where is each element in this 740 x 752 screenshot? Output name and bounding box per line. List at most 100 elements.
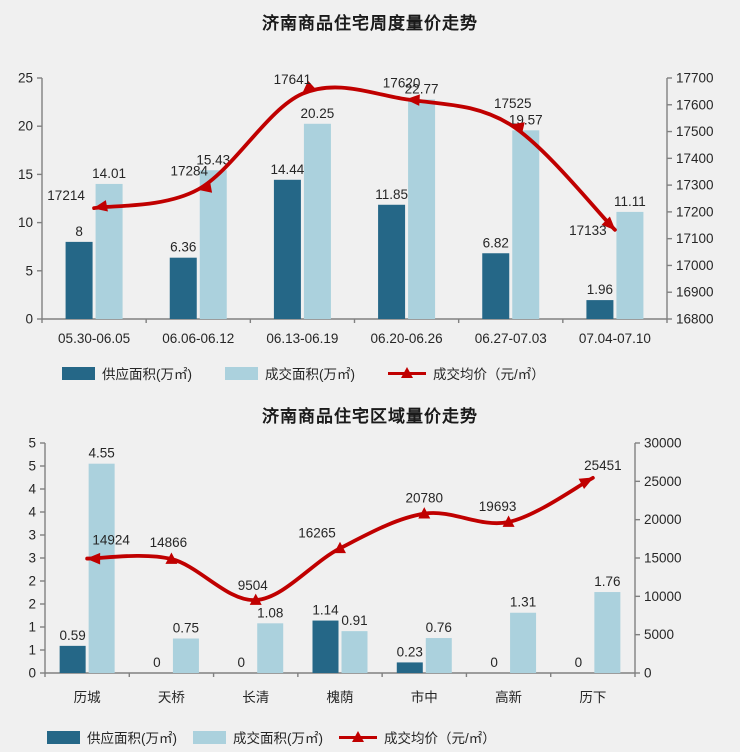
- transaction-swatch-icon: [225, 366, 258, 380]
- svg-text:0: 0: [575, 655, 583, 670]
- axes-group: [37, 77, 672, 323]
- legend-supply-label: 供应面积(万㎡): [87, 731, 177, 746]
- svg-text:30000: 30000: [644, 436, 682, 451]
- weekly-chart-legend: 供应面积(万㎡) 成交面积(万㎡) 成交均价（元/㎡）: [62, 363, 545, 383]
- svg-text:1.96: 1.96: [587, 282, 613, 297]
- svg-text:11.11: 11.11: [614, 194, 646, 209]
- transaction-swatch-icon: [193, 730, 226, 744]
- svg-text:17400: 17400: [676, 151, 714, 166]
- svg-text:06.06-06.12: 06.06-06.12: [162, 331, 234, 346]
- svg-text:0: 0: [153, 655, 161, 670]
- svg-text:10000: 10000: [644, 589, 682, 604]
- svg-text:市中: 市中: [411, 689, 438, 705]
- svg-text:06.27-07.03: 06.27-07.03: [475, 331, 547, 346]
- svg-text:16900: 16900: [676, 285, 714, 300]
- legend-item-price: 成交均价（元/㎡）: [339, 727, 496, 747]
- svg-text:历城: 历城: [74, 690, 101, 705]
- svg-text:25: 25: [18, 71, 33, 86]
- svg-text:17000: 17000: [676, 258, 714, 273]
- weekly-chart-group: 0 5 10 15 20 25 16800 16900 17000 17100 17200 17300…: [18, 71, 714, 347]
- svg-text:15.43: 15.43: [196, 152, 230, 167]
- price-line-swatch-icon: [339, 730, 377, 745]
- legend-price-label: 成交均价（元/㎡）: [384, 731, 496, 746]
- svg-text:14.44: 14.44: [271, 162, 305, 177]
- svg-text:0: 0: [644, 666, 652, 681]
- svg-text:3: 3: [28, 551, 36, 566]
- price-line-swatch-icon: [388, 366, 426, 381]
- svg-text:06.13-06.19: 06.13-06.19: [266, 331, 338, 346]
- legend-item-supply: 供应面积(万㎡): [47, 727, 177, 747]
- legend-item-price: 成交均价（元/㎡）: [388, 363, 545, 383]
- bar-value-labels: 8 14.01 6.36 15.43 14.44 20.25 11.85 22.77 6.82 1…: [75, 81, 645, 297]
- weekly-chart-title: 济南商品住宅周度量价走势: [262, 14, 478, 33]
- svg-text:0.23: 0.23: [397, 644, 423, 659]
- district-chart-title: 济南商品住宅区域量价走势: [262, 407, 478, 426]
- svg-text:0: 0: [25, 312, 33, 327]
- svg-text:17133: 17133: [569, 223, 607, 238]
- category-labels: 05.30-06.05 06.06-06.12 06.13-06.19 06.20-0…: [58, 331, 651, 346]
- bars-group: [59, 463, 621, 673]
- svg-text:16800: 16800: [676, 312, 714, 327]
- svg-text:1.76: 1.76: [594, 574, 620, 589]
- svg-text:2: 2: [28, 597, 36, 612]
- svg-text:0.59: 0.59: [60, 628, 86, 643]
- svg-text:15: 15: [18, 167, 33, 182]
- svg-text:高新: 高新: [495, 689, 522, 705]
- svg-text:0: 0: [28, 666, 36, 681]
- svg-text:5000: 5000: [644, 627, 674, 642]
- svg-text:25451: 25451: [584, 458, 622, 473]
- svg-text:2: 2: [28, 574, 36, 589]
- svg-text:17300: 17300: [676, 178, 714, 193]
- svg-text:0: 0: [237, 655, 245, 670]
- svg-text:0.75: 0.75: [173, 621, 199, 636]
- price-value-labels: 14924 14866 9504 16265 20780 19693 25451: [92, 458, 621, 593]
- svg-text:0.76: 0.76: [426, 620, 452, 635]
- svg-text:05.30-06.05: 05.30-06.05: [58, 331, 130, 346]
- legend-item-transaction: 成交面积(万㎡): [193, 727, 323, 747]
- bar-value-labels: 0.59 4.55 0 0.75 0 1.08 1.140.91 0.230.76 0 1.31 0…: [60, 446, 621, 670]
- svg-text:17500: 17500: [676, 124, 714, 139]
- supply-swatch-icon: [47, 730, 80, 744]
- svg-text:10: 10: [18, 215, 33, 230]
- svg-text:6.36: 6.36: [170, 240, 196, 255]
- svg-text:0.91: 0.91: [341, 613, 367, 628]
- svg-text:8: 8: [75, 224, 83, 239]
- svg-text:07.04-07.10: 07.04-07.10: [579, 331, 651, 346]
- axis-tick-labels: 0 1 1 2 2 3 3 4 4 5 5 0 5000 10000 15000 20000 25000 3000…: [28, 436, 681, 681]
- svg-text:1: 1: [28, 643, 36, 658]
- district-chart-group: 0 1 1 2 2 3 3 4 4 5 5 0 5000 10000 15000 20000 25000 3000…: [28, 436, 681, 706]
- svg-text:9504: 9504: [238, 578, 269, 593]
- svg-text:25000: 25000: [644, 474, 682, 489]
- svg-text:20000: 20000: [644, 512, 682, 527]
- svg-text:20: 20: [18, 119, 33, 134]
- svg-text:16265: 16265: [298, 525, 336, 540]
- bars-group: [65, 99, 644, 320]
- svg-text:17700: 17700: [676, 71, 714, 86]
- svg-text:17600: 17600: [676, 97, 714, 112]
- svg-text:槐荫: 槐荫: [327, 690, 354, 705]
- svg-text:17214: 17214: [47, 188, 85, 203]
- svg-text:19693: 19693: [479, 499, 517, 514]
- svg-text:历下: 历下: [579, 690, 606, 705]
- svg-text:1: 1: [28, 620, 36, 635]
- legend-transaction-label: 成交面积(万㎡): [265, 367, 355, 382]
- svg-text:6.82: 6.82: [483, 235, 509, 250]
- svg-text:15000: 15000: [644, 551, 682, 566]
- price-line-group: [92, 80, 617, 232]
- svg-text:1.08: 1.08: [257, 605, 283, 620]
- svg-text:天桥: 天桥: [158, 690, 185, 705]
- price-line-group: [85, 475, 595, 605]
- svg-text:0: 0: [490, 655, 498, 670]
- svg-text:20780: 20780: [406, 491, 444, 506]
- district-chart-legend: 供应面积(万㎡) 成交面积(万㎡) 成交均价（元/㎡）: [47, 727, 496, 747]
- category-labels: 历城 天桥 长清 槐荫 市中 高新 历下: [74, 689, 607, 705]
- price-value-labels: 17214 17284 17641 17620 17525 17133: [47, 72, 606, 238]
- legend-price-label: 成交均价（元/㎡）: [433, 367, 545, 382]
- svg-text:06.20-06.26: 06.20-06.26: [371, 331, 443, 346]
- svg-text:17100: 17100: [676, 231, 714, 246]
- svg-text:4: 4: [28, 505, 36, 520]
- axis-tick-labels: 0 5 10 15 20 25 16800 16900 17000 17100 17200 17300…: [18, 71, 714, 327]
- legend-supply-label: 供应面积(万㎡): [102, 367, 192, 382]
- svg-text:5: 5: [28, 459, 36, 474]
